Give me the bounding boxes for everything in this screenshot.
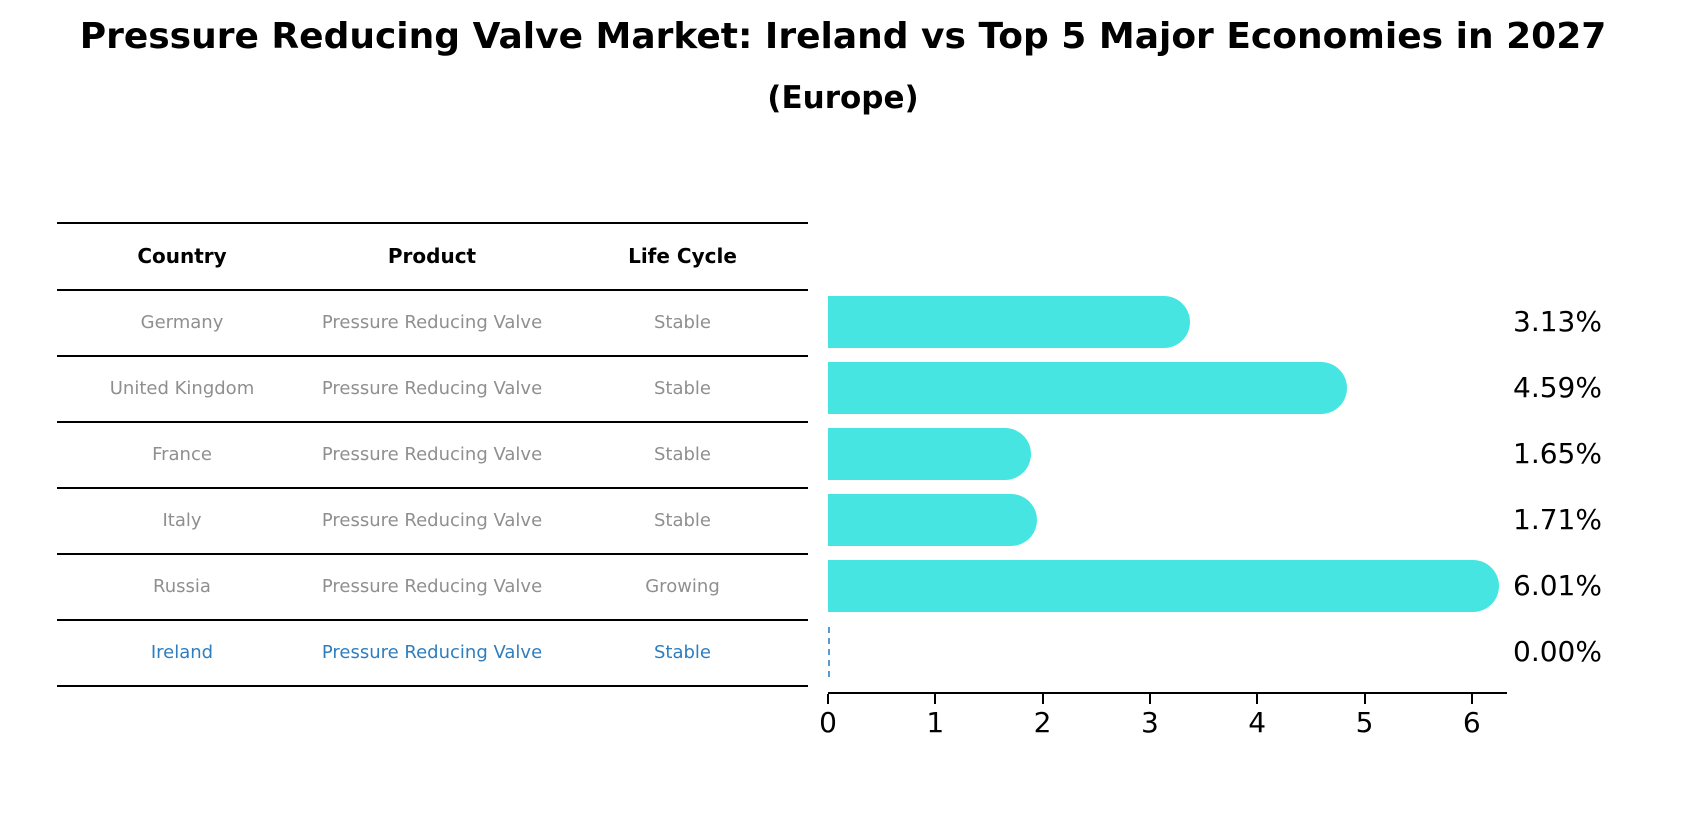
table-row-divider bbox=[57, 619, 808, 621]
x-axis-tick bbox=[1363, 694, 1366, 704]
life-cycle-cell: Stable bbox=[653, 509, 711, 531]
bar-value-label: 4.59% bbox=[1513, 371, 1602, 404]
x-axis-tick bbox=[1041, 694, 1044, 704]
x-axis-tick-label: 2 bbox=[1033, 706, 1052, 739]
country-cell: Germany bbox=[140, 311, 224, 333]
life-cycle-cell: Growing bbox=[645, 575, 720, 597]
table-header-country: Country bbox=[137, 243, 227, 268]
table-row-divider bbox=[57, 487, 808, 489]
bar bbox=[828, 296, 1190, 348]
x-axis-tick-label: 5 bbox=[1355, 706, 1374, 739]
bar bbox=[828, 494, 1038, 546]
table-row: Germany Pressure Reducing Valve Stable bbox=[57, 289, 808, 355]
page-subtitle: (Europe) bbox=[767, 80, 919, 116]
country-cell: United Kingdom bbox=[109, 377, 255, 399]
product-cell: Pressure Reducing Valve bbox=[321, 575, 543, 597]
life-cycle-cell: Stable bbox=[653, 443, 711, 465]
x-axis-tick-label: 3 bbox=[1140, 706, 1159, 739]
table-header-life-cycle: Life Cycle bbox=[628, 243, 737, 268]
x-axis-tick-label: 4 bbox=[1248, 706, 1267, 739]
table-row-divider bbox=[57, 553, 808, 555]
life-cycle-cell: Stable bbox=[653, 311, 711, 333]
life-cycle-cell: Stable bbox=[653, 377, 711, 399]
table-row-divider bbox=[57, 355, 808, 357]
x-axis-tick bbox=[1470, 694, 1473, 704]
x-axis-tick bbox=[934, 694, 937, 704]
x-axis-tick-label: 0 bbox=[819, 706, 837, 739]
table-bottom-border bbox=[57, 685, 808, 687]
table-row: France Pressure Reducing Valve Stable bbox=[57, 421, 808, 487]
table-header-border bbox=[57, 289, 808, 291]
product-cell: Pressure Reducing Valve bbox=[321, 311, 543, 333]
bar-value-label: 3.13% bbox=[1513, 305, 1602, 338]
country-cell: Italy bbox=[162, 509, 202, 531]
page-title: Pressure Reducing Valve Market: Ireland … bbox=[79, 16, 1607, 57]
product-cell: Pressure Reducing Valve bbox=[321, 509, 543, 531]
product-cell: Pressure Reducing Valve bbox=[321, 443, 543, 465]
market-table: Country Product Life Cycle Germany Press… bbox=[57, 222, 808, 687]
bar-chart: 0 1 2 3 4 5 6 3.13% 4.59% 1.65% 1.71% 6.01% 0.00% bbox=[819, 0, 1618, 823]
country-cell: Russia bbox=[153, 575, 211, 597]
x-axis-tick bbox=[827, 694, 829, 704]
zero-value-marker bbox=[828, 627, 830, 677]
product-cell: Pressure Reducing Valve bbox=[321, 377, 543, 399]
table-header-product: Product bbox=[387, 243, 477, 268]
x-axis bbox=[828, 692, 1507, 694]
life-cycle-cell: Stable bbox=[653, 641, 711, 663]
table-row: Ireland Pressure Reducing Valve Stable bbox=[57, 619, 808, 685]
bar bbox=[828, 428, 1032, 480]
x-axis-tick bbox=[1256, 694, 1259, 704]
table-top-border bbox=[57, 222, 808, 224]
bar-value-label: 1.65% bbox=[1513, 437, 1602, 470]
bar bbox=[828, 560, 1499, 612]
x-axis-tick bbox=[1148, 694, 1151, 704]
bar-value-label: 1.71% bbox=[1513, 503, 1602, 536]
bar-value-label: 0.00% bbox=[1513, 635, 1602, 668]
country-cell: Ireland bbox=[150, 641, 214, 663]
table-row-divider bbox=[57, 421, 808, 423]
bar bbox=[828, 362, 1347, 414]
bar-value-label: 6.01% bbox=[1513, 569, 1602, 602]
x-axis-tick-label: 6 bbox=[1462, 706, 1481, 739]
product-cell: Pressure Reducing Valve bbox=[321, 641, 543, 663]
table-row: United Kingdom Pressure Reducing Valve S… bbox=[57, 355, 808, 421]
table-row: Russia Pressure Reducing Valve Growing bbox=[57, 553, 808, 619]
x-axis-tick-label: 1 bbox=[926, 706, 945, 739]
table-row: Italy Pressure Reducing Valve Stable bbox=[57, 487, 808, 553]
country-cell: France bbox=[152, 443, 212, 465]
table-header-row: Country Product Life Cycle bbox=[57, 222, 808, 289]
